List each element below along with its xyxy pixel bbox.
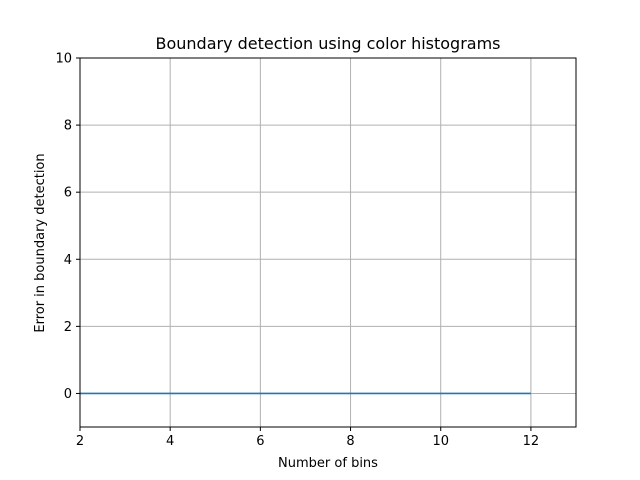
y-axis-label: Error in boundary detection [33,153,48,332]
plot-frame [79,57,577,428]
x-tick-label: 8 [346,434,354,449]
chart-title: Boundary detection using color histogram… [155,34,500,53]
y-tick-label: 6 [64,186,72,201]
y-tick-label: 10 [55,52,72,67]
x-tick-label: 2 [76,434,84,449]
y-tick-label: 2 [64,320,72,335]
x-axis-label: Number of bins [278,456,378,471]
x-tick-label: 10 [432,434,449,449]
x-tick-label: 12 [523,434,540,449]
x-tick-label: 6 [256,434,264,449]
y-tick-label: 8 [64,119,72,134]
y-tick-label: 4 [64,253,72,268]
x-tick-label: 4 [166,434,174,449]
y-tick-label: 0 [64,387,72,402]
ticks: 2 4 6 8 10 12 0 2 4 6 8 10 [55,52,539,450]
